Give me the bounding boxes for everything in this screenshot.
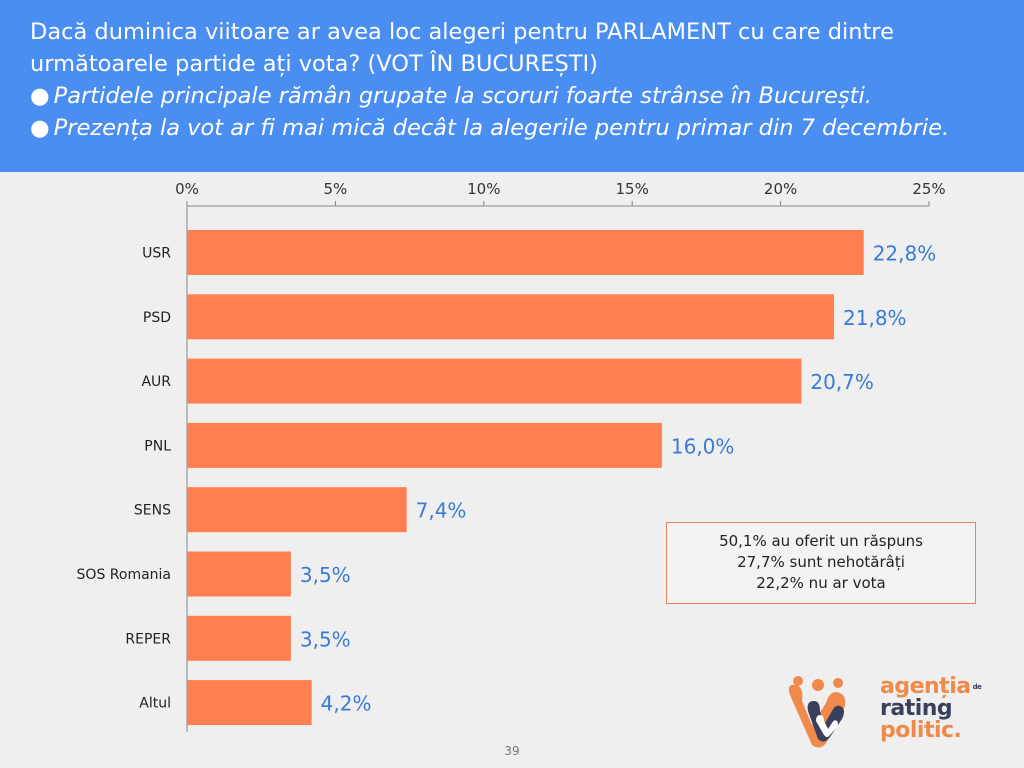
- bar-chart: 0% 5% 10% 15% 20% 25% USR 22,8% PSD 21,8% AUR 20,7%…: [77, 180, 946, 732]
- data-label: 21,8%: [843, 306, 907, 330]
- x-tick-label: 10%: [467, 180, 500, 198]
- bullet-1: ● Partidele principale rămân grupate la s…: [30, 80, 1000, 112]
- logo-icon: [788, 676, 846, 748]
- data-label: 22,8%: [873, 242, 937, 266]
- data-label: 4,2%: [321, 692, 372, 716]
- question-text: Dacă duminica viitoare ar avea loc alege…: [30, 19, 894, 77]
- data-label: 16,0%: [671, 434, 735, 458]
- bar: [187, 551, 291, 597]
- note-line: 22,2% nu ar vota: [756, 574, 886, 592]
- data-label: 7,4%: [416, 499, 467, 523]
- bullet-2-text: Prezența la vot ar fi mai mică decât la …: [53, 115, 950, 141]
- x-tick-label: 20%: [764, 180, 797, 198]
- logo-line-2: rating: [880, 696, 953, 721]
- x-tick-label: 25%: [912, 180, 945, 198]
- bar: [187, 294, 835, 340]
- note-box: 50,1% au oferit un răspuns 27,7% sunt ne…: [666, 522, 976, 604]
- data-label: 3,5%: [300, 627, 351, 651]
- page-number: 39: [504, 744, 520, 758]
- category-label: SENS: [134, 503, 171, 519]
- category-label: PSD: [143, 310, 171, 326]
- category-label: Altul: [139, 696, 171, 712]
- data-label: 20,7%: [810, 370, 874, 394]
- category-label: REPER: [125, 631, 171, 647]
- logo-text: agenția de rating politic.: [880, 674, 982, 743]
- category-label: PNL: [144, 438, 171, 454]
- logo-line-3: politic.: [880, 718, 962, 743]
- bullet-2: ● Prezența la vot ar fi mai mică decât la…: [30, 112, 1000, 144]
- bullet-dot-icon: ●: [30, 115, 50, 141]
- bar: [187, 422, 662, 468]
- slide-header: Dacă duminica viitoare ar avea loc alege…: [0, 0, 1024, 172]
- bar: [187, 230, 864, 275]
- category-label: SOS Romania: [77, 567, 171, 583]
- data-label: 3,5%: [300, 563, 351, 587]
- bar: [187, 358, 802, 404]
- logo-line-1: agenția: [880, 674, 971, 699]
- note-line: 50,1% au oferit un răspuns: [719, 532, 923, 550]
- x-tick-label: 15%: [616, 180, 649, 198]
- bar: [187, 615, 291, 661]
- category-label: USR: [142, 246, 171, 262]
- bullet-dot-icon: ●: [30, 83, 50, 109]
- bar: [187, 680, 312, 726]
- x-tick-label: 5%: [324, 180, 348, 198]
- bar: [187, 487, 407, 533]
- category-label: AUR: [141, 374, 171, 390]
- logo-de: de: [972, 683, 982, 691]
- bullet-1-text: Partidele principale rămân grupate la sc…: [53, 83, 872, 109]
- note-line: 27,7% sunt nehotărâți: [737, 553, 905, 571]
- x-tick-label: 0%: [175, 180, 199, 198]
